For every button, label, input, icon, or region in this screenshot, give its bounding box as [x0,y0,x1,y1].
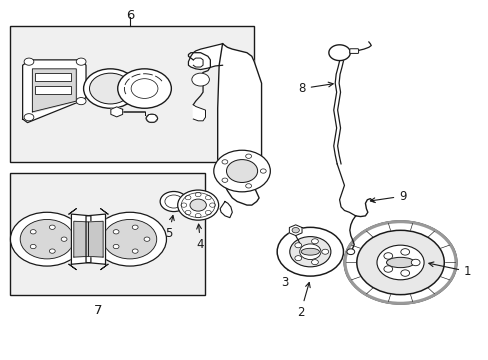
Circle shape [113,230,119,234]
Circle shape [103,220,157,259]
Circle shape [277,227,343,276]
Polygon shape [71,214,91,264]
Polygon shape [217,44,261,205]
Circle shape [222,178,227,183]
Circle shape [213,150,270,192]
Circle shape [311,239,318,244]
Text: 7: 7 [94,305,102,318]
Polygon shape [74,221,88,257]
Circle shape [24,58,34,65]
Circle shape [400,270,409,276]
Circle shape [321,249,328,254]
Circle shape [185,210,191,215]
Ellipse shape [301,248,319,255]
Circle shape [222,160,227,164]
Text: 4: 4 [196,224,204,251]
Circle shape [30,244,36,249]
Circle shape [10,212,83,266]
Circle shape [177,190,218,220]
Circle shape [89,73,131,104]
Circle shape [294,256,301,261]
Circle shape [190,199,206,211]
Polygon shape [193,58,203,67]
Circle shape [400,249,409,255]
Circle shape [76,98,86,105]
Circle shape [144,237,150,241]
Circle shape [245,184,251,188]
Text: 8: 8 [298,82,332,95]
Ellipse shape [386,257,414,267]
Bar [35,86,71,94]
Polygon shape [86,214,105,264]
Circle shape [291,228,299,233]
Circle shape [383,253,392,259]
Circle shape [376,245,423,280]
Circle shape [346,249,354,255]
Circle shape [383,266,392,272]
Circle shape [118,69,171,108]
Text: 3: 3 [280,239,297,289]
Circle shape [299,244,320,260]
Circle shape [146,114,158,123]
Circle shape [24,114,34,121]
Polygon shape [289,225,302,235]
Text: 1: 1 [428,262,470,278]
Text: 6: 6 [125,9,134,22]
Circle shape [61,237,67,241]
Circle shape [209,203,215,207]
Circle shape [185,195,191,200]
Circle shape [132,225,138,229]
Circle shape [132,249,138,253]
Circle shape [344,221,456,304]
Circle shape [93,212,166,266]
Polygon shape [88,221,103,257]
Polygon shape [220,202,232,218]
Circle shape [164,195,183,208]
Polygon shape [111,107,122,117]
Text: 9: 9 [369,190,406,203]
Bar [10,26,254,162]
Circle shape [49,249,55,253]
Bar [35,73,71,81]
Circle shape [410,259,419,266]
FancyBboxPatch shape [349,49,358,53]
Circle shape [30,230,36,234]
Polygon shape [188,44,222,69]
Circle shape [195,192,201,197]
Circle shape [20,220,74,259]
Text: 2: 2 [296,283,309,319]
Circle shape [289,237,330,267]
Circle shape [131,79,158,98]
Polygon shape [193,105,205,121]
Circle shape [113,244,119,249]
Text: 5: 5 [165,216,174,240]
Circle shape [245,154,251,158]
Polygon shape [32,69,76,112]
Circle shape [49,225,55,229]
Circle shape [191,73,209,86]
Circle shape [356,230,444,294]
Circle shape [160,192,187,212]
Polygon shape [22,60,86,123]
Circle shape [195,213,201,218]
Circle shape [226,159,257,183]
Circle shape [76,58,86,65]
Circle shape [205,210,211,215]
Bar [10,173,205,295]
Circle shape [260,169,265,173]
Circle shape [205,195,211,200]
Circle shape [311,260,318,265]
Circle shape [181,203,186,207]
Circle shape [294,243,301,248]
Circle shape [83,69,137,108]
